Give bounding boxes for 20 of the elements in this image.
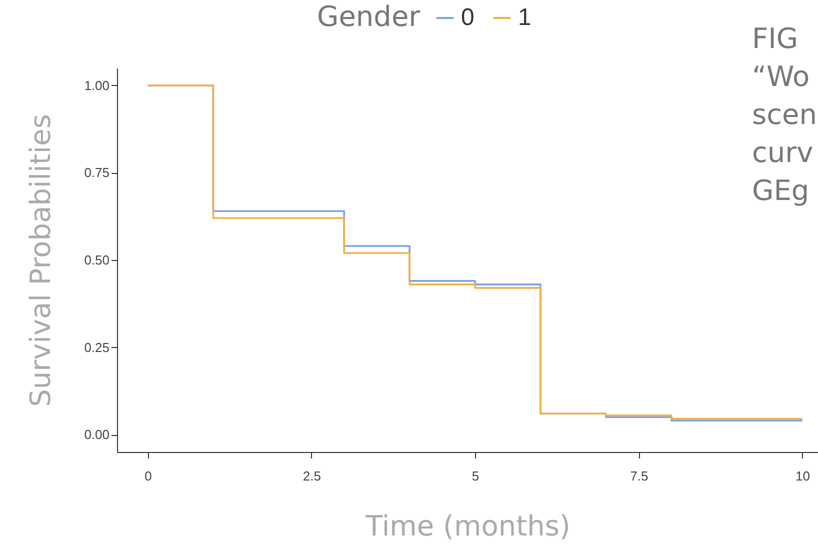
x-tick-label: 0 (144, 468, 152, 484)
annotation: “Wo (752, 59, 811, 95)
annotation: curv (752, 135, 814, 171)
x-tick-label: 10 (796, 468, 810, 484)
legend-label: 1 (518, 4, 532, 31)
legend-title: Gender (317, 0, 421, 33)
y-tick-label: 0.00 (84, 427, 110, 442)
y-tick-label: 1.00 (84, 78, 110, 93)
text: FIG (752, 21, 800, 57)
y-axis-title: Survival Probabilities (24, 114, 58, 407)
y-tick-label: 0.25 (84, 340, 110, 355)
x-tick-label: 7.5 (630, 468, 648, 484)
y-tick-label: 0.75 (84, 165, 110, 180)
annotation: scen (752, 97, 817, 133)
x-axis-title: Time (months) (364, 510, 570, 542)
annotation: GEg (752, 173, 810, 209)
x-tick-label: 5 (472, 468, 480, 484)
x-tick-label: 2.5 (302, 468, 321, 484)
legend-label: 0 (461, 4, 474, 31)
y-tick-label: 0.50 (84, 252, 110, 268)
